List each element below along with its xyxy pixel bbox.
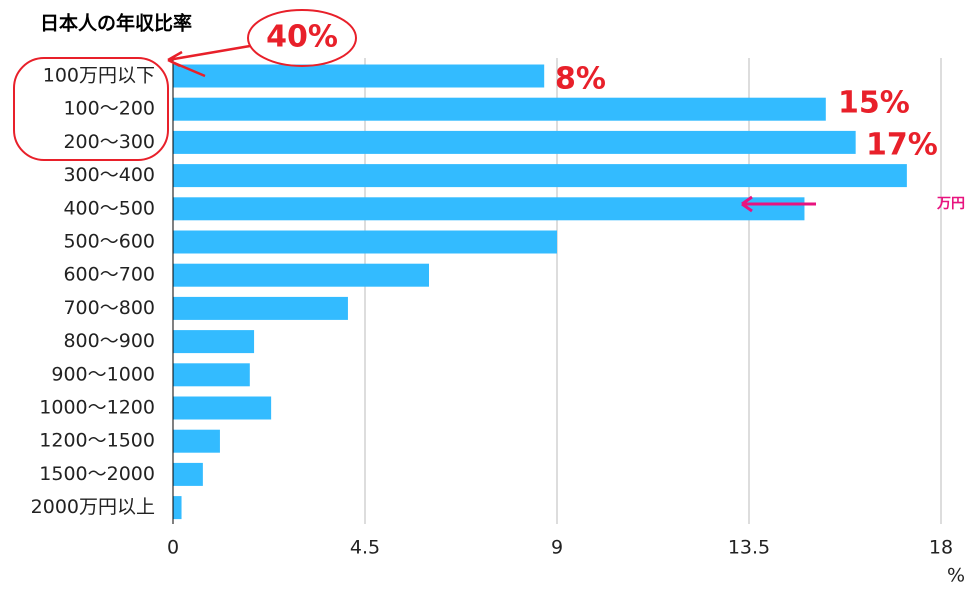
bar [173, 496, 182, 520]
bar [173, 164, 907, 188]
x-unit: % [947, 565, 965, 587]
bar [173, 363, 250, 387]
annotation: 40% [266, 20, 338, 55]
bar [173, 97, 826, 121]
bar [173, 296, 348, 320]
y-tick-label: 800〜900 [63, 330, 155, 352]
x-tick-label: 9 [551, 537, 563, 559]
y-tick-label: 400〜500 [63, 197, 155, 219]
labels: 0 4.5 9 13.5 18% 100万円以下 100〜200 200〜300 300〜400… [31, 20, 965, 587]
bar [173, 396, 272, 420]
chart-title: 日本人の年収比率 [40, 12, 192, 35]
y-tick-label: 900〜1000 [51, 363, 155, 385]
bar [173, 462, 203, 486]
x-tick-label: 4.5 [350, 537, 380, 559]
annotation: 8% [555, 62, 606, 97]
y-tick-label: 700〜800 [63, 297, 155, 319]
x-tick-label: 0 [167, 537, 179, 559]
y-tick-label: 100〜200 [63, 98, 155, 120]
bar [173, 230, 557, 254]
y-tick-label: 100万円以下 [43, 65, 155, 87]
y-tick-label: 300〜400 [63, 164, 155, 186]
annotation: 万円 [936, 196, 965, 212]
y-tick-label: 1000〜1200 [39, 397, 155, 419]
bar [173, 263, 429, 287]
bars [173, 64, 907, 520]
y-tick-label: 1200〜1500 [39, 430, 155, 452]
annotation: 15% [838, 86, 910, 121]
y-tick-label: 200〜300 [63, 131, 155, 153]
red-arrow [167, 44, 251, 78]
bar [173, 130, 856, 154]
circle-labels [13, 57, 169, 161]
pink-arrow [741, 195, 816, 213]
y-tick-label: 500〜600 [63, 231, 155, 253]
bar [173, 330, 255, 354]
y-tick-label: 1500〜2000 [39, 463, 155, 485]
circle-40 [247, 9, 357, 67]
bar [173, 197, 805, 221]
x-tick-label: 13.5 [728, 537, 770, 559]
bar [173, 64, 545, 88]
x-tick-label: 18 [929, 537, 953, 559]
y-tick-label: 2000万円以上 [31, 496, 155, 518]
annotation: 17% [866, 128, 938, 163]
bar [173, 429, 220, 453]
grid [364, 58, 942, 524]
y-tick-label: 600〜700 [63, 264, 155, 286]
